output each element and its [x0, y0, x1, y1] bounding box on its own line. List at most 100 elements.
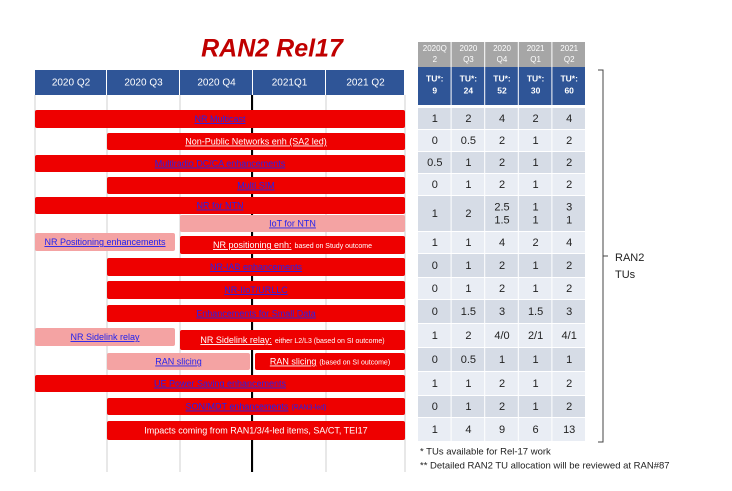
bar-label-part: NR-IAB enhancements [210, 262, 303, 272]
table-value: 1 [465, 260, 471, 272]
bar-label: SON/MDT enhancements (RAN3-led) [186, 402, 327, 412]
bar-label: RAN slicing [155, 357, 202, 367]
quarter-header [326, 70, 404, 95]
table-header-text: 2020 [493, 44, 511, 53]
table-cell [518, 300, 552, 323]
table-cell [485, 300, 518, 323]
bar-label: NR-IAB enhancements [210, 262, 303, 272]
table-value: 1 [533, 260, 539, 272]
table-value: 1 [432, 424, 438, 436]
timeline-bar [107, 281, 405, 299]
table-value: 1 [566, 354, 572, 366]
bar-label: Enhancements for Small Data [196, 309, 316, 319]
table-cell [451, 396, 485, 417]
bar-label-part: SON/MDT enhancements [186, 402, 289, 412]
table-value: 1 [533, 179, 539, 191]
table-value: 2 [465, 113, 471, 125]
table-cell [451, 152, 485, 173]
table-cell [485, 174, 518, 195]
table-value: 1 [533, 135, 539, 147]
table-value: 1 [533, 401, 539, 413]
table-value: 1 [533, 283, 539, 295]
table-value: 2 [566, 378, 572, 390]
table-cell [418, 152, 451, 173]
bar-label: IoT for NTN [269, 219, 316, 229]
timeline-bar [35, 233, 175, 251]
table-cell [418, 278, 451, 299]
bar-label: NR for NTN [197, 201, 244, 211]
table-value: 1 [533, 157, 539, 169]
table-header [552, 42, 585, 67]
table-cell [552, 196, 585, 231]
table-value: 1.5 [494, 214, 509, 226]
bar-label: NR Positioning enhancements [44, 237, 166, 247]
table-cell [418, 232, 451, 253]
bar-label: Non-Public Networks enh (SA2 led) [185, 137, 327, 147]
quarter-label: 2020 Q4 [197, 78, 236, 89]
table-cell [485, 130, 518, 151]
tu-text: TU*: [460, 73, 478, 83]
table-cell [418, 324, 451, 347]
table-header-text: 2021 [527, 44, 545, 53]
table-cell [418, 196, 451, 231]
table-value: 2 [499, 157, 505, 169]
tu-text: TU*: [527, 73, 545, 83]
table-value: 1 [432, 378, 438, 390]
timeline-bar [107, 421, 405, 440]
table-value: 2 [499, 283, 505, 295]
table-cell [418, 130, 451, 151]
table-cell [518, 108, 552, 129]
table-cell [451, 348, 485, 371]
table-value: 1 [465, 401, 471, 413]
table-cell [485, 348, 518, 371]
table-cell [518, 196, 552, 231]
timeline-bar [180, 215, 405, 232]
table-value: 2 [566, 401, 572, 413]
table-cell [552, 324, 585, 347]
bar-label-part: Non-Public Networks enh (SA2 led) [185, 137, 327, 147]
table-value: 2 [566, 179, 572, 191]
tu-header [552, 67, 585, 105]
table-cell [451, 232, 485, 253]
tu-text: TU*: [560, 73, 578, 83]
table-value: 2 [533, 113, 539, 125]
tu-text: 24 [464, 85, 474, 95]
table-value: 2 [499, 135, 505, 147]
table-cell [518, 396, 552, 417]
bar-label-part: NR positioning enh: [213, 240, 292, 250]
bar-label: Impacts coming from RAN1/3/4-led items, … [144, 426, 367, 436]
table-value: 2.5 [494, 201, 509, 213]
table-cell [518, 348, 552, 371]
table-header-text: 2020Q [423, 44, 447, 53]
table-cell [485, 232, 518, 253]
table-value: 4 [499, 113, 505, 125]
bar-label-part: NR-IIoT/URLLC [224, 285, 288, 295]
table-value: 1 [465, 378, 471, 390]
table-cell [451, 300, 485, 323]
table-header [451, 42, 485, 67]
table-value: 2 [499, 378, 505, 390]
tu-header [518, 67, 552, 105]
bar-label: RAN slicing (based on SI outcome) [270, 357, 390, 367]
table-cell [552, 254, 585, 277]
bar-label: NR Multicast [194, 114, 246, 124]
table-value: 0.5 [461, 354, 476, 366]
table-cell [518, 130, 552, 151]
table-value: 1 [432, 208, 438, 220]
table-value: 6 [533, 424, 539, 436]
table-value: 4 [566, 113, 572, 125]
table-value: 2 [566, 260, 572, 272]
table-value: 1 [432, 113, 438, 125]
timeline-bar [180, 330, 405, 350]
table-value: 2 [499, 401, 505, 413]
footnote: ** Detailed RAN2 TU allocation will be r… [420, 461, 670, 472]
table-cell [418, 372, 451, 395]
timeline-bar [107, 305, 405, 322]
table-header [518, 42, 552, 67]
table-value: 4 [566, 237, 572, 249]
bar-label-part: Multi SIM [237, 181, 275, 191]
table-cell [451, 174, 485, 195]
tu-text: 30 [531, 85, 541, 95]
table-cell [451, 108, 485, 129]
bar-label: NR-IIoT/URLLC [224, 285, 288, 295]
